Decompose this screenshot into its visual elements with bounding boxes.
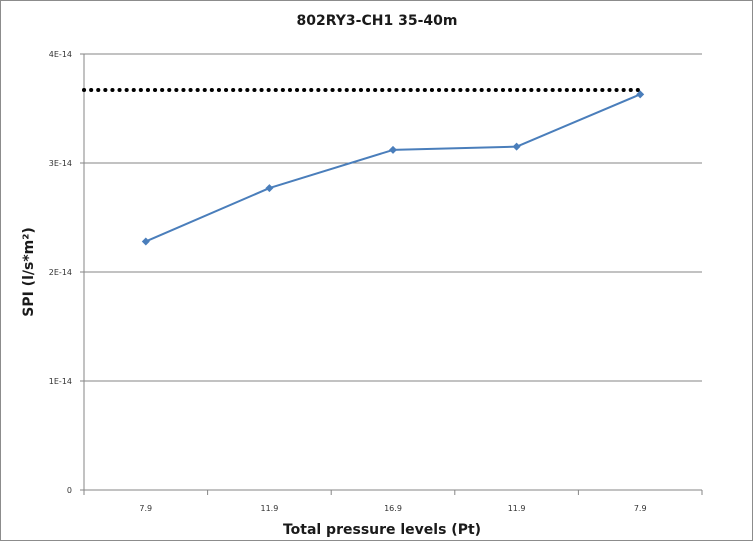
grid-lines	[80, 53, 703, 495]
y-tick-labels: 0 1E-14 2E-14 3E-14 4E-14	[49, 50, 72, 495]
x-tick-label: 11.9	[260, 504, 278, 513]
data-point-marker	[512, 142, 521, 151]
series-group	[141, 90, 645, 246]
data-point-marker	[389, 145, 397, 154]
data-point-marker	[141, 237, 150, 246]
y-tick-label: 0	[67, 486, 72, 495]
y-tick-label: 4E-14	[49, 50, 72, 59]
y-tick-label: 2E-14	[49, 268, 72, 277]
series-line	[145, 93, 641, 243]
x-tick-label: 16.9	[384, 504, 402, 513]
y-axis-title: SPI (l/s*m²)	[21, 227, 37, 317]
data-point-marker	[265, 184, 274, 193]
x-tick-label: 11.9	[508, 504, 526, 513]
x-tick-labels: 7.9 11.9 16.9 11.9 7.9	[139, 504, 646, 513]
data-point-marker	[636, 90, 645, 99]
chart-title: 802RY3-CH1 35-40m	[297, 13, 458, 29]
y-tick-label: 1E-14	[49, 377, 72, 386]
y-tick-label: 3E-14	[49, 159, 72, 168]
axes	[83, 54, 702, 491]
x-tick-label: 7.9	[139, 504, 152, 513]
x-tick-label: 7.9	[634, 504, 647, 513]
x-axis-title: Total pressure levels (Pt)	[283, 522, 481, 538]
